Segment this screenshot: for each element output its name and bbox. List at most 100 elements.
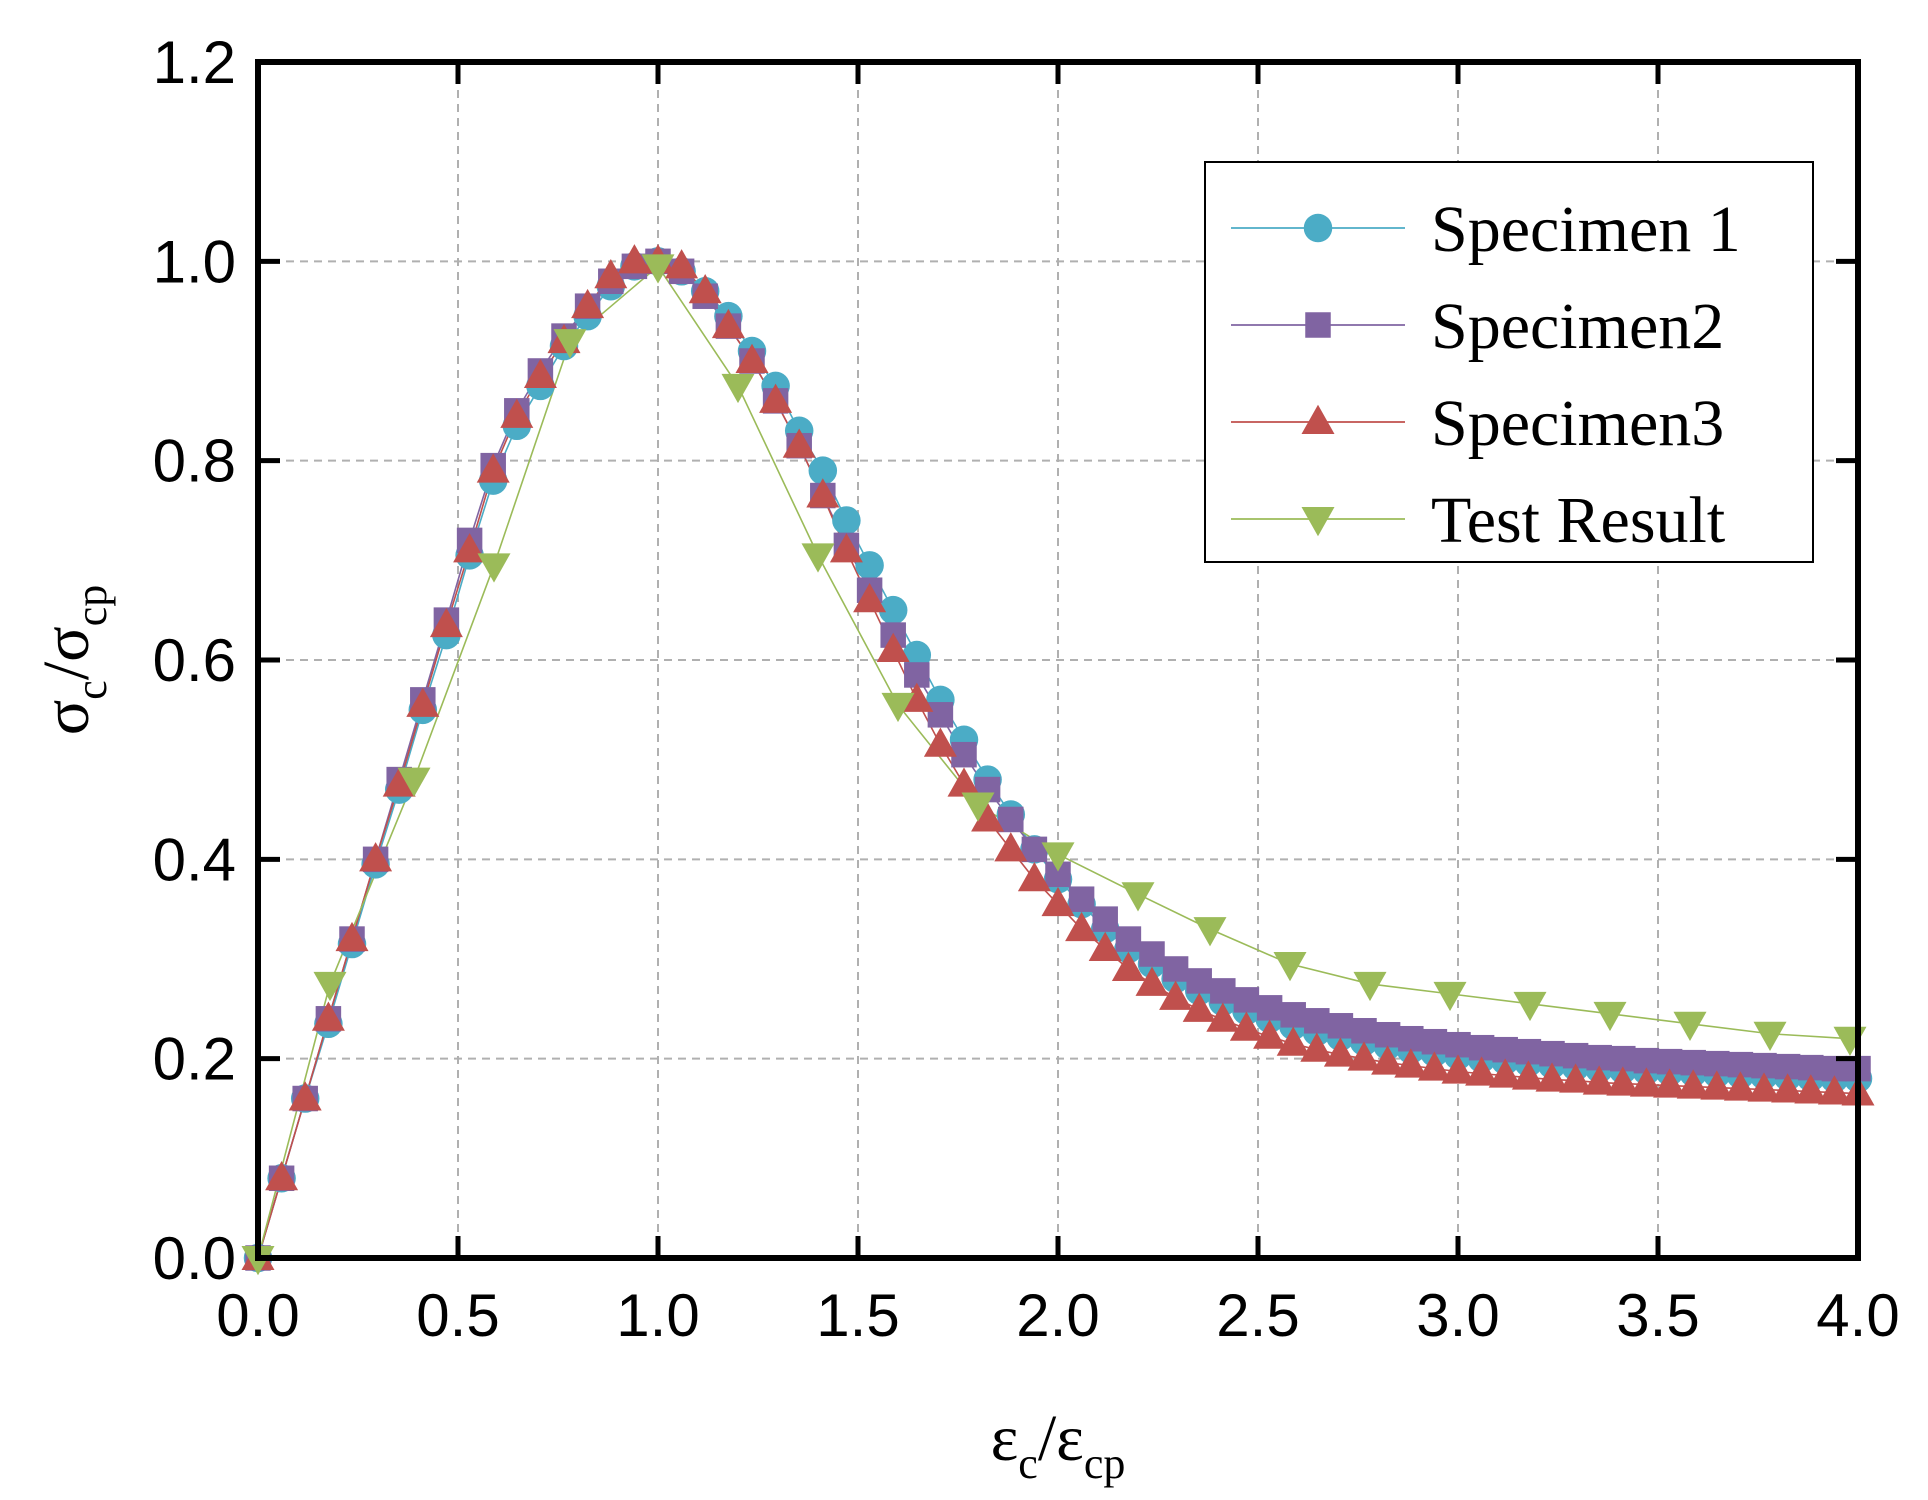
data-point xyxy=(994,832,1028,862)
data-point xyxy=(397,767,431,797)
y-axis-title-base2: σ xyxy=(30,626,103,662)
y-tick-labels: 0.0 0.2 0.4 0.6 0.8 1.0 1.2 xyxy=(153,29,236,1292)
data-point xyxy=(1186,968,1212,994)
x-tick-label: 1.5 xyxy=(816,1282,899,1349)
data-point xyxy=(1468,1034,1495,1061)
data-point xyxy=(1559,1063,1593,1093)
legend-marker xyxy=(1301,507,1335,537)
data-point xyxy=(1193,917,1227,947)
data-point xyxy=(1256,995,1283,1021)
data-point xyxy=(711,308,745,339)
legend-label: Specimen3 xyxy=(1431,387,1724,460)
data-point xyxy=(947,767,981,797)
data-point xyxy=(1492,1036,1518,1063)
data-point xyxy=(1833,1026,1867,1056)
data-point xyxy=(617,244,651,274)
data-point xyxy=(881,692,915,723)
data-point xyxy=(829,533,863,563)
data-point xyxy=(808,456,838,485)
data-point xyxy=(961,792,995,822)
data-point xyxy=(806,478,840,508)
data-point xyxy=(571,288,605,319)
data-point xyxy=(1276,1026,1310,1056)
y-tick-label: 1.2 xyxy=(153,29,236,96)
legend-item-1: Specimen 1 xyxy=(1231,193,1741,266)
data-point xyxy=(1394,1048,1428,1078)
data-point xyxy=(1021,836,1048,863)
data-point xyxy=(335,921,369,952)
x-tick-labels: 0.0 0.5 1.0 1.5 2.0 2.5 3.0 3.5 4.0 xyxy=(216,1282,1899,1349)
data-point xyxy=(1323,1037,1357,1067)
data-point xyxy=(853,582,887,613)
data-point xyxy=(1747,1072,1781,1102)
data-point xyxy=(311,1001,345,1031)
data-point xyxy=(1606,1066,1640,1096)
data-point xyxy=(1817,1075,1851,1105)
data-point xyxy=(1417,1051,1451,1081)
legend-marker xyxy=(1305,312,1331,338)
legend-label: Test Result xyxy=(1431,484,1725,557)
data-point xyxy=(429,607,463,638)
data-point xyxy=(1135,966,1169,996)
legend-marker xyxy=(1303,213,1333,243)
data-point xyxy=(902,640,932,670)
y-axis-title-base: σ xyxy=(30,700,103,736)
data-point xyxy=(1673,1011,1707,1042)
x-axis-title: εc/εcp xyxy=(991,1402,1126,1488)
y-axis-title-sub2: cp xyxy=(67,585,116,627)
y-tick-label: 0.0 xyxy=(153,1225,236,1292)
data-point xyxy=(782,428,816,458)
data-point xyxy=(406,687,440,717)
data-point xyxy=(1353,971,1387,1002)
data-point xyxy=(359,842,393,872)
data-point xyxy=(1700,1070,1734,1100)
x-tick-label: 2.5 xyxy=(1216,1282,1299,1349)
data-point xyxy=(477,553,511,583)
legend-item-4: Test Result xyxy=(1231,484,1725,557)
data-point xyxy=(1041,842,1075,872)
data-point xyxy=(1327,1013,1354,1039)
data-point xyxy=(313,971,347,1002)
data-point xyxy=(1162,956,1189,982)
data-point xyxy=(288,1081,322,1111)
data-point xyxy=(801,543,835,573)
data-point xyxy=(832,506,861,535)
data-point xyxy=(688,273,722,304)
data-point xyxy=(878,595,908,625)
x-tick-label: 2.0 xyxy=(1016,1282,1099,1349)
data-point xyxy=(594,259,628,289)
data-point xyxy=(1111,951,1145,981)
data-point xyxy=(1068,886,1095,912)
data-point xyxy=(900,682,934,712)
legend-label: Specimen 1 xyxy=(1431,193,1741,266)
data-point xyxy=(1676,1069,1710,1099)
x-axis-title-sub: c xyxy=(1018,1439,1038,1488)
data-point xyxy=(1593,1001,1627,1032)
data-point xyxy=(1465,1056,1499,1086)
data-point xyxy=(1065,911,1099,942)
data-point xyxy=(1488,1058,1522,1088)
y-axis-title-sub: c xyxy=(67,680,116,700)
data-point xyxy=(1371,1045,1405,1075)
x-tick-label: 0.5 xyxy=(416,1282,499,1349)
x-axis-title-sep: / xyxy=(1038,1402,1057,1475)
axis-ticks xyxy=(255,59,1861,1261)
data-point xyxy=(1535,1062,1569,1092)
x-axis-title-base2: ε xyxy=(1056,1402,1084,1475)
data-point xyxy=(1771,1073,1805,1103)
series-markers xyxy=(241,244,1875,1276)
data-point xyxy=(523,358,557,388)
data-point xyxy=(1539,1040,1565,1067)
x-tick-label: 3.0 xyxy=(1416,1282,1499,1349)
y-tick-label: 0.6 xyxy=(153,627,236,694)
data-point xyxy=(1017,862,1051,892)
data-point xyxy=(665,249,699,279)
data-point xyxy=(1233,987,1260,1013)
data-point xyxy=(1421,1028,1448,1055)
x-tick-label: 3.5 xyxy=(1616,1282,1699,1349)
data-point xyxy=(923,727,957,757)
data-point xyxy=(1092,906,1118,932)
legend-label: Specimen2 xyxy=(1431,290,1724,363)
